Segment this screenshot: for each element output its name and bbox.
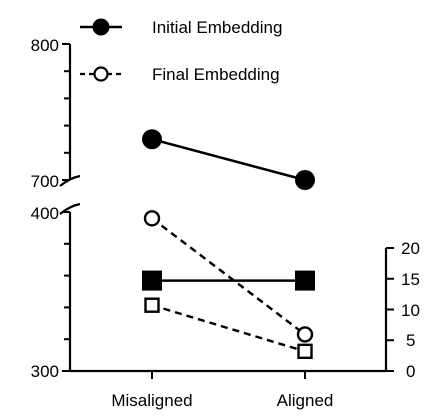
series-3-line (151, 304, 306, 353)
series-2-point-1 (295, 270, 315, 291)
legend-marker-final (93, 66, 109, 82)
legend-marker-initial (92, 18, 110, 36)
legend: Initial Embedding Final Embedding (80, 18, 282, 84)
right-tick-label-5: 5 (406, 331, 415, 350)
series-0-point-0 (142, 129, 162, 150)
axis-ticks (62, 43, 394, 379)
legend-label-final: Final Embedding (152, 65, 280, 84)
y-tick-label-700: 700 (31, 172, 59, 191)
right-tick-label-15: 15 (401, 270, 420, 289)
right-tick-label-10: 10 (401, 301, 420, 320)
y-tick-label-400: 400 (31, 204, 59, 223)
series-2-point-0 (142, 270, 162, 291)
right-tick-label-20: 20 (401, 239, 420, 258)
tick-labels: 800 700 400 300 20 15 10 5 0 Misaligned … (31, 36, 420, 410)
axis-break (59, 174, 81, 215)
x-tick-label-aligned: Aligned (277, 391, 334, 410)
series-1-point-1 (296, 326, 314, 343)
plot-marks (142, 129, 315, 360)
x-tick-label-misaligned: Misaligned (111, 391, 192, 410)
legend-label-initial: Initial Embedding (152, 18, 282, 37)
series-0-line (151, 137, 306, 182)
series-1-point-0 (143, 210, 161, 227)
series-3-point-1 (297, 343, 313, 360)
right-tick-label-0: 0 (406, 362, 415, 381)
series-1-line (151, 217, 306, 336)
series-3-point-0 (144, 297, 160, 313)
y-tick-label-300: 300 (31, 362, 59, 381)
series-0-point-1 (295, 170, 315, 190)
y-tick-label-800: 800 (31, 36, 59, 55)
